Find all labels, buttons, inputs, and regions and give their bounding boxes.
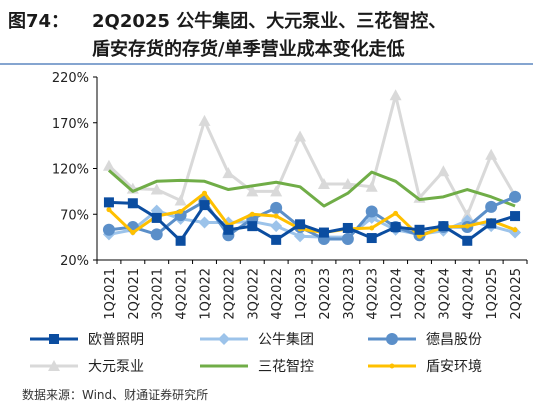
data-point — [270, 201, 283, 214]
x-tick-label: 2Q2025 — [509, 268, 524, 320]
y-tick-label: 220% — [52, 71, 89, 86]
data-point — [485, 148, 498, 160]
data-point — [437, 165, 450, 177]
legend-label: 三花智控 — [258, 359, 314, 375]
data-point — [223, 224, 234, 235]
x-tick-label: 3Q2023 — [342, 268, 357, 320]
data-point — [509, 190, 522, 203]
x-tick-label: 1Q2023 — [294, 268, 309, 320]
data-point — [462, 235, 473, 246]
data-point — [341, 178, 354, 190]
title-line-1: 2Q2025 公牛集团、大元泵业、三花智控、 — [92, 11, 447, 32]
data-point — [271, 234, 282, 245]
x-tick-label: 2Q2021 — [127, 268, 142, 320]
data-point — [151, 212, 162, 223]
legend-label: 公牛集团 — [258, 331, 314, 348]
data-point — [175, 235, 186, 246]
data-point — [365, 180, 378, 192]
data-point — [390, 222, 401, 233]
data-point — [438, 221, 449, 232]
data-point — [102, 223, 115, 236]
data-point — [273, 213, 279, 219]
data-point — [102, 159, 115, 171]
data-point — [365, 205, 378, 218]
legend-marker — [48, 360, 60, 371]
legend-label: 盾安环境 — [426, 359, 482, 375]
data-point — [249, 211, 255, 217]
series-line-5 — [107, 169, 516, 208]
data-point — [202, 190, 207, 196]
data-point — [127, 198, 138, 209]
data-point — [512, 227, 518, 233]
legend-marker — [49, 334, 59, 344]
x-tick-label: 4Q2022 — [270, 268, 285, 320]
data-point — [294, 230, 307, 243]
legend-label: 大元泵业 — [88, 359, 144, 375]
x-tick-label: 2Q2023 — [318, 268, 333, 320]
figure-label: 图74： — [8, 11, 70, 32]
y-tick-label: 70% — [60, 208, 89, 223]
legend-label: 德昌股份 — [426, 332, 482, 348]
data-point — [342, 222, 353, 233]
x-tick-label: 3Q2021 — [151, 268, 166, 320]
legend-marker — [386, 333, 398, 345]
x-tick-label: 3Q2024 — [437, 268, 452, 320]
data-point — [150, 183, 163, 195]
y-tick-label: 120% — [52, 163, 89, 178]
data-point — [369, 225, 375, 231]
data-point — [199, 200, 210, 211]
data-point — [294, 130, 307, 142]
x-tick-label: 1Q2021 — [103, 268, 118, 320]
x-tick-label: 2Q2022 — [222, 268, 237, 320]
data-point — [389, 89, 402, 101]
series-line-1 — [108, 200, 516, 243]
y-tick-label: 20% — [60, 254, 89, 269]
x-tick-label: 1Q2024 — [390, 268, 405, 320]
data-point — [366, 233, 377, 244]
x-tick-label: 4Q2023 — [366, 268, 381, 320]
legend-label: 欧普照明 — [88, 332, 144, 348]
data-point — [270, 220, 283, 233]
x-tick-label: 4Q2024 — [461, 268, 476, 320]
data-point — [414, 224, 425, 235]
data-point — [295, 219, 306, 230]
legend-marker — [389, 363, 395, 369]
data-point — [417, 233, 422, 239]
data-point — [222, 167, 235, 179]
data-point — [106, 207, 112, 213]
x-tick-label: 2Q2024 — [414, 268, 429, 320]
x-tick-label: 4Q2021 — [175, 268, 190, 320]
data-point — [393, 210, 399, 216]
data-point — [178, 209, 184, 215]
data-point — [150, 228, 163, 241]
data-point — [317, 178, 330, 190]
source-note: 数据来源：Wind、财通证券研究所 — [22, 388, 209, 402]
data-point — [198, 114, 211, 126]
data-point — [130, 230, 136, 236]
chart-title: 图74： 2Q2025 公牛集团、大元泵业、三花智控、 盾安存货的存货/单季营业成… — [8, 8, 528, 64]
x-tick-label: 3Q2022 — [246, 268, 261, 320]
legend-marker — [218, 333, 230, 345]
y-tick-label: 170% — [52, 117, 89, 132]
data-point — [485, 200, 498, 213]
data-point — [341, 232, 354, 245]
data-point — [510, 211, 521, 222]
x-tick-label: 1Q2022 — [199, 268, 214, 320]
data-point — [486, 218, 497, 229]
data-point — [198, 216, 211, 229]
title-line-2: 盾安存货的存货/单季营业成本变化走低 — [92, 39, 405, 60]
data-point — [247, 221, 258, 232]
data-point — [270, 185, 283, 197]
data-point — [464, 223, 470, 229]
data-point — [246, 185, 259, 197]
data-point — [318, 227, 329, 238]
data-point — [103, 197, 114, 208]
data-point — [174, 194, 187, 206]
series-line-4 — [107, 93, 517, 217]
x-tick-label: 1Q2025 — [485, 268, 500, 320]
